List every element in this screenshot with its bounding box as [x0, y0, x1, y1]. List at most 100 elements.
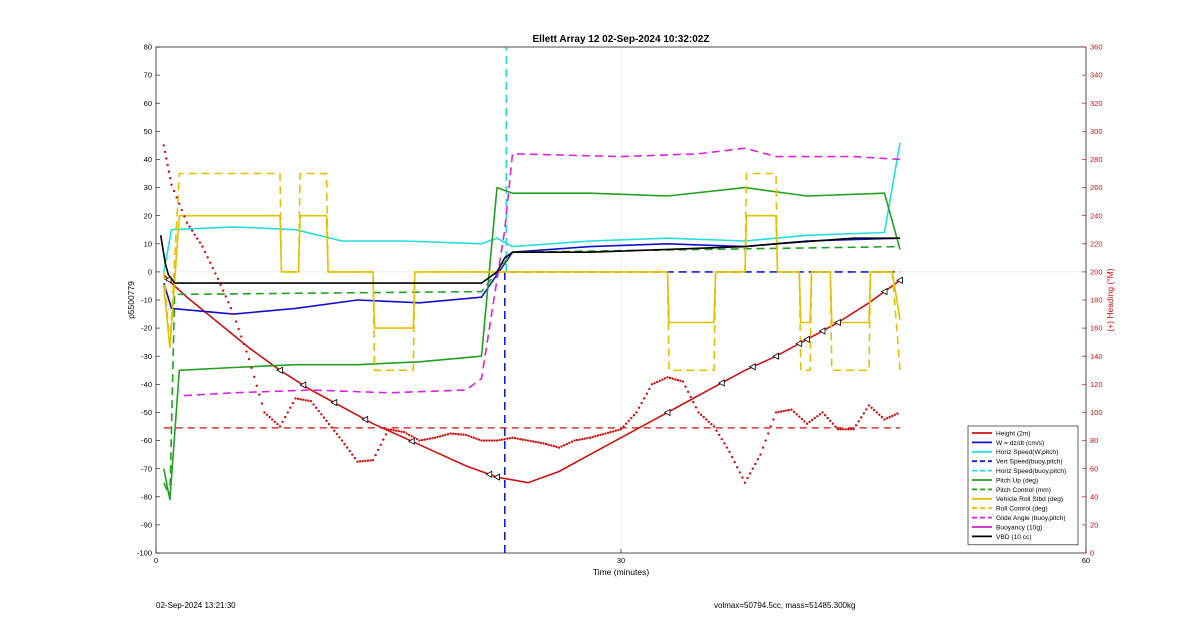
heading-point — [462, 433, 465, 436]
heading-point — [472, 436, 475, 439]
y-tick-label: -20 — [141, 324, 152, 333]
heading-point — [552, 444, 556, 448]
heading-point — [787, 408, 791, 412]
heading-point — [710, 422, 713, 426]
heading-point — [418, 439, 421, 442]
heading-point — [666, 376, 669, 379]
heading-point — [679, 379, 682, 383]
heading-point — [309, 400, 313, 403]
y2-tick-label: 360 — [1090, 43, 1103, 52]
y2-tick-label: 0 — [1090, 549, 1094, 558]
heading-point — [697, 411, 700, 414]
y2-tick-label: 160 — [1090, 324, 1103, 333]
heading-point — [619, 428, 623, 431]
x-tick-label: 0 — [154, 556, 158, 565]
heading-point — [286, 411, 289, 414]
height-marker — [361, 415, 369, 424]
heading-point — [376, 448, 380, 452]
heading-point — [674, 378, 677, 381]
heading-point — [867, 404, 871, 407]
heading-point — [875, 411, 878, 414]
heading-point — [803, 420, 806, 423]
heading-point — [829, 419, 832, 423]
heading-point — [627, 419, 630, 423]
heading-point — [242, 342, 246, 346]
footer-timestamp: 02-Sep-2024 13:21:30 — [156, 601, 236, 610]
heading-point — [694, 406, 698, 409]
heading-point — [198, 241, 202, 244]
heading-point — [278, 425, 282, 428]
y-tick-label: 40 — [144, 155, 152, 164]
heading-point — [351, 453, 354, 456]
heading-point — [712, 425, 716, 428]
heading-point — [591, 435, 594, 439]
heading-point — [816, 414, 819, 418]
y2-tick-label: 200 — [1090, 267, 1103, 276]
y-tick-label: 50 — [144, 127, 152, 136]
heading-point — [601, 433, 605, 436]
legend-box — [967, 425, 1079, 546]
heading-point — [705, 418, 708, 421]
heading-point — [818, 413, 822, 416]
heading-point — [880, 415, 884, 419]
height-marker — [276, 366, 283, 374]
height-marker — [748, 363, 756, 371]
heading-point — [271, 418, 274, 421]
heading-point — [314, 406, 318, 409]
y2-tick-label: 40 — [1090, 492, 1098, 501]
heading-point — [317, 409, 320, 413]
heading-point — [415, 437, 419, 441]
height-marker — [493, 473, 500, 481]
heading-point — [325, 419, 328, 423]
heading-point — [723, 442, 726, 445]
heading-point — [870, 406, 873, 409]
heading-point — [302, 398, 305, 401]
x-tick-label: 30 — [617, 556, 625, 565]
heading-point — [573, 439, 576, 442]
heading-point — [436, 435, 439, 439]
y2-tick-label: 80 — [1090, 436, 1098, 445]
heading-point — [482, 439, 486, 442]
heading-point — [281, 420, 284, 424]
heading-point — [170, 183, 173, 186]
heading-point — [759, 453, 762, 456]
heading-point — [402, 430, 406, 434]
heading-point — [307, 399, 310, 402]
axes-layer: -100-90-80-70-60-50-40-30-20-10010203040… — [137, 43, 1103, 565]
legend-label-w-dz-dt-cm-s: W = dz/dt (cm/s) — [996, 440, 1044, 447]
heading-point — [188, 225, 191, 228]
height-marker — [407, 437, 415, 445]
heading-point — [650, 383, 654, 386]
heading-point — [333, 429, 336, 432]
y-tick-label: -90 — [141, 520, 152, 529]
heading-point — [513, 437, 517, 440]
heading-point — [777, 410, 780, 414]
heading-point — [475, 437, 478, 440]
heading-point — [596, 434, 599, 437]
heading-point — [671, 377, 674, 380]
y2-tick-label: 140 — [1090, 352, 1103, 361]
y-tick-label: 0 — [148, 267, 152, 276]
heading-point — [291, 401, 295, 405]
heading-point — [547, 443, 550, 446]
heading-point — [364, 459, 367, 463]
heading-point — [529, 439, 532, 443]
heading-point — [761, 446, 765, 449]
height-marker — [880, 287, 888, 296]
heading-point — [609, 430, 612, 434]
y2-tick-label: 20 — [1090, 520, 1098, 529]
heading-point — [172, 189, 176, 193]
heading-point — [459, 433, 463, 436]
heading-point — [676, 378, 680, 382]
heading-point — [180, 208, 184, 212]
heading-point — [604, 432, 607, 435]
series-line-vbd-10-cc — [159, 235, 900, 284]
heading-point — [738, 471, 742, 474]
heading-point — [534, 440, 537, 444]
heading-point — [371, 459, 375, 462]
heading-point — [736, 466, 739, 469]
series-line-roll-control-deg — [163, 172, 901, 372]
heading-point — [183, 215, 186, 218]
heading-point — [562, 444, 566, 447]
heading-point — [485, 439, 488, 442]
